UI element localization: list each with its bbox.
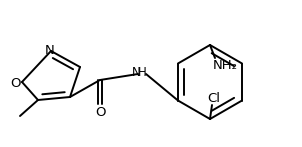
Text: O: O (95, 106, 105, 120)
Text: H: H (138, 66, 146, 78)
Text: N: N (132, 66, 140, 78)
Text: NH₂: NH₂ (213, 59, 237, 71)
Text: N: N (45, 44, 55, 56)
Text: O: O (10, 76, 20, 90)
Text: Cl: Cl (207, 92, 220, 106)
